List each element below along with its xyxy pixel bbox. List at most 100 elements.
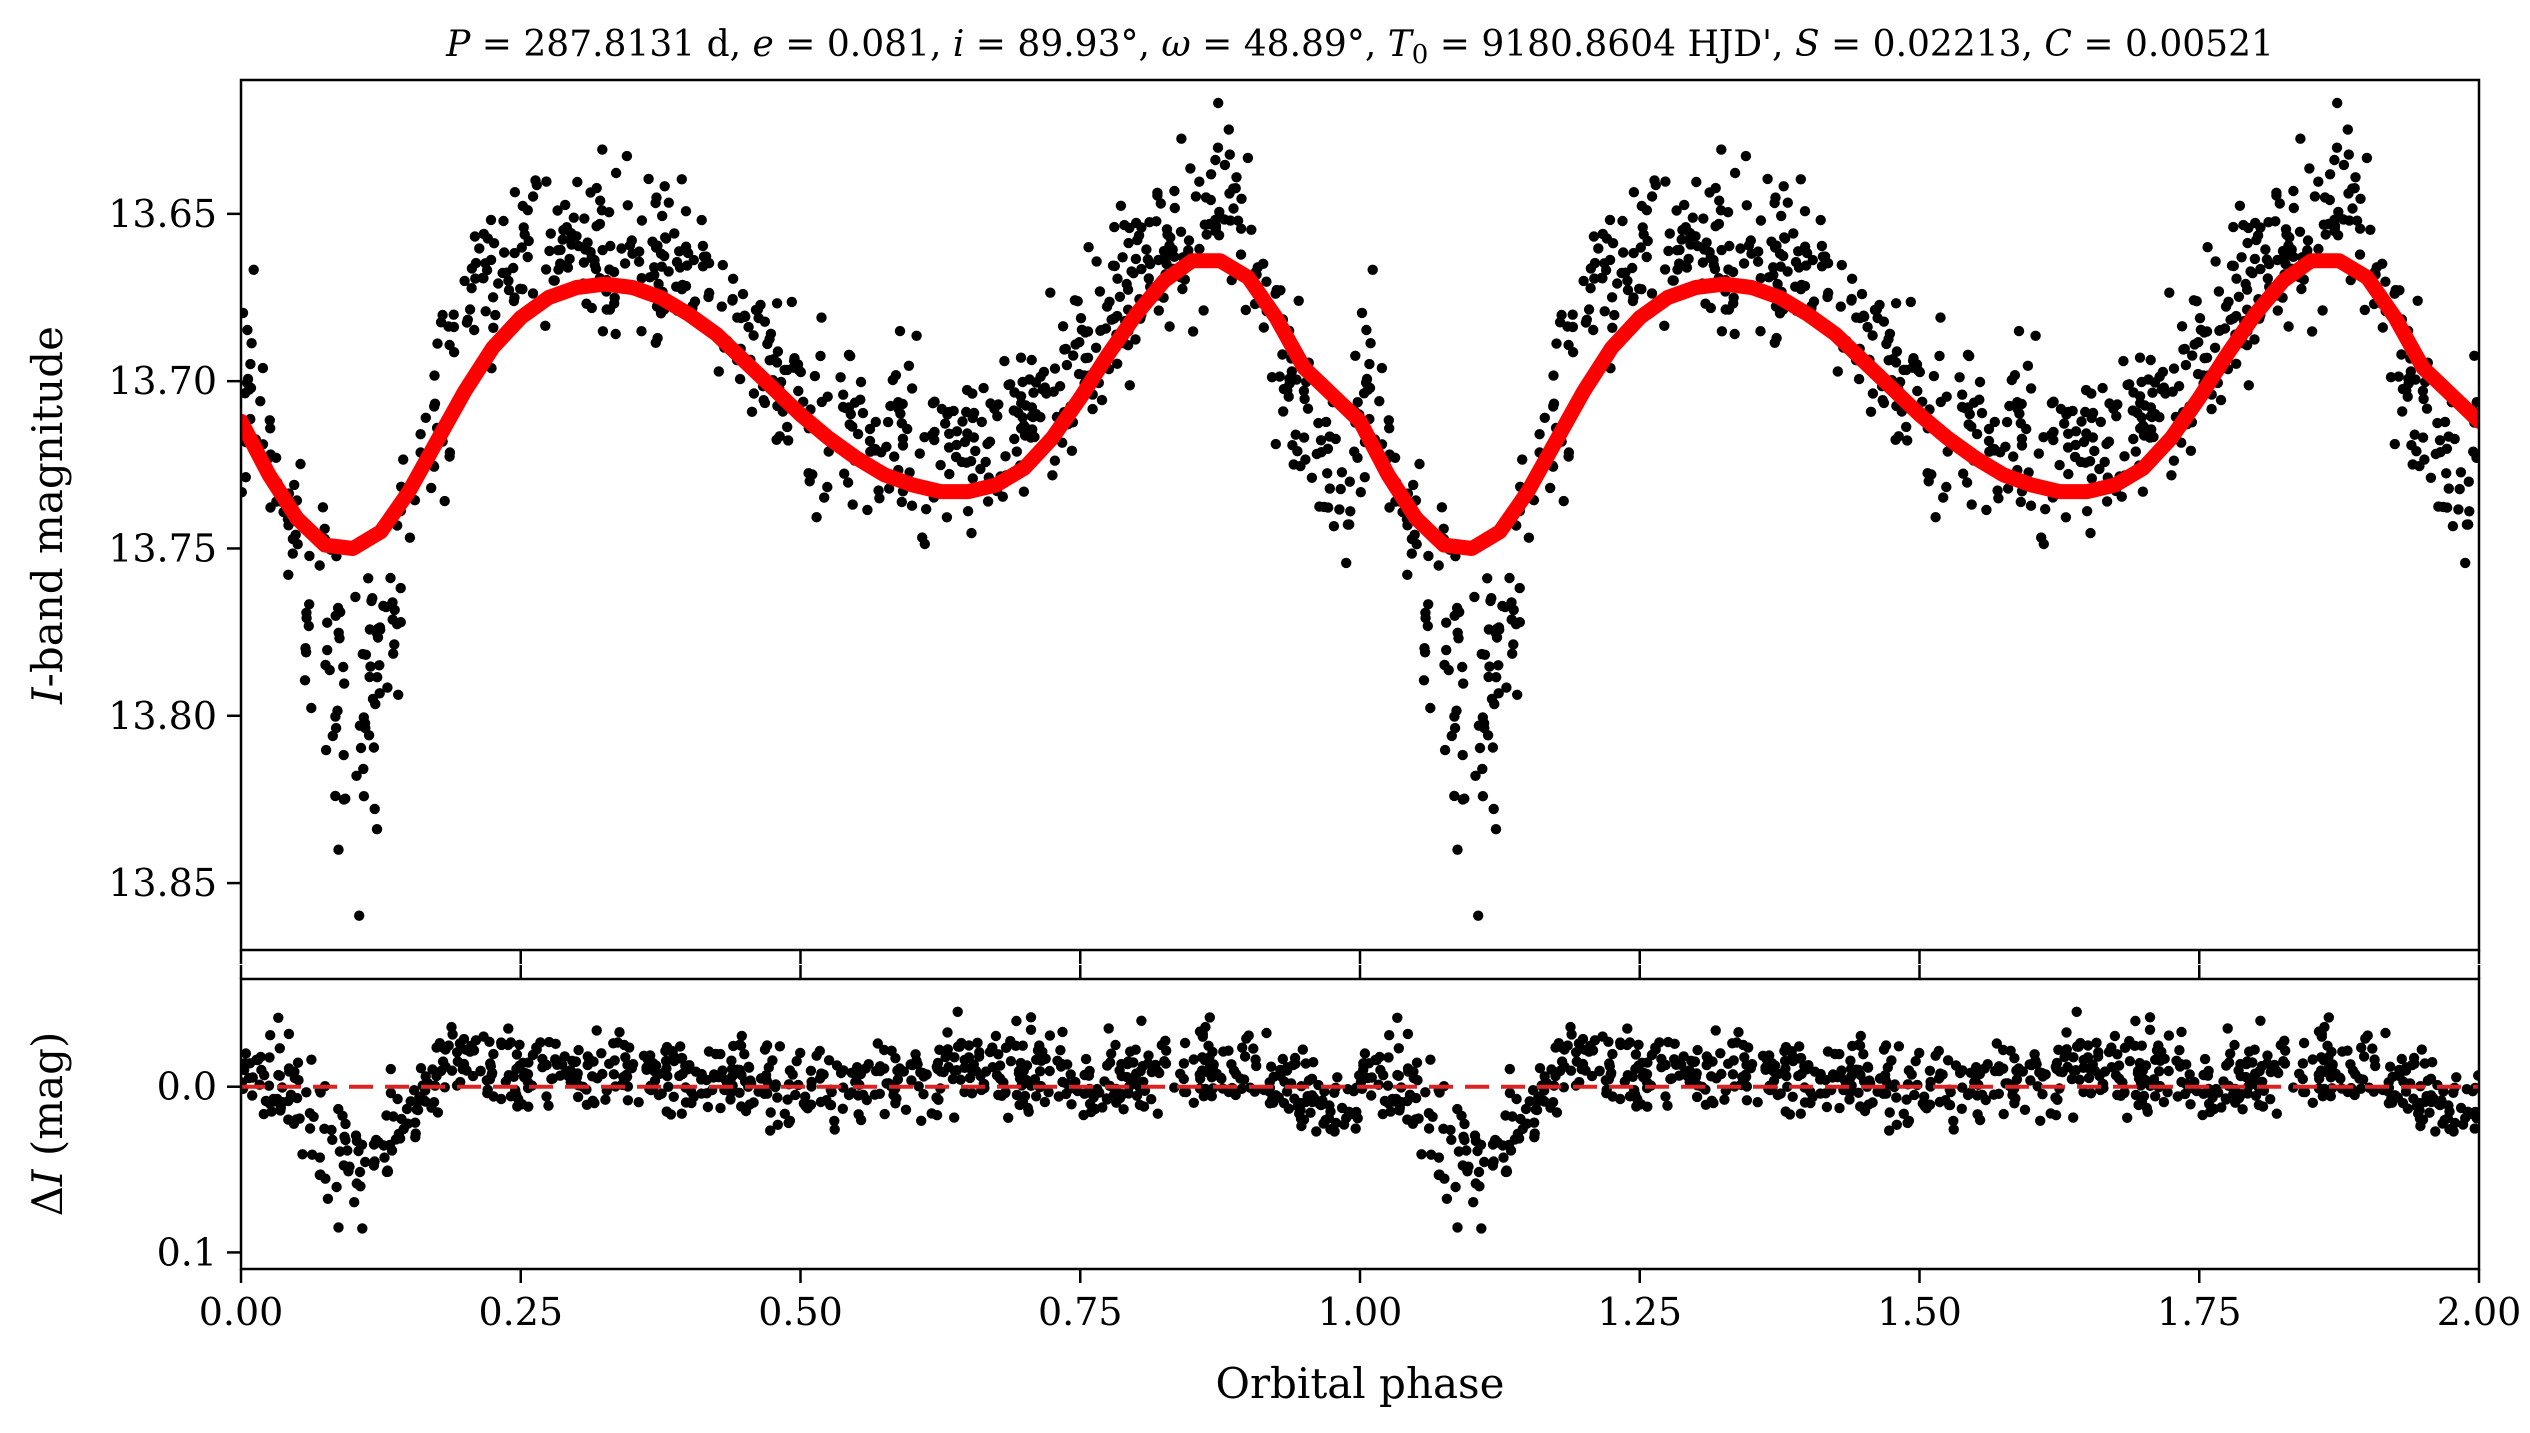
residual-data-point — [1341, 1112, 1352, 1124]
top-data-point — [330, 711, 341, 722]
residual-data-point — [1558, 1082, 1570, 1093]
top-data-point — [1026, 354, 1037, 366]
residual-data-point — [273, 1012, 284, 1023]
top-data-point — [663, 197, 674, 208]
top-data-point — [786, 296, 797, 308]
residual-data-point — [1889, 1081, 1900, 1093]
top-data-point — [782, 421, 793, 433]
residual-data-point — [2298, 1037, 2310, 1049]
residual-data-point — [369, 1156, 380, 1167]
bottom-y-tick-label: 0.0 — [157, 1065, 217, 1109]
top-data-point — [792, 359, 804, 370]
residual-data-point — [2132, 1065, 2144, 1077]
top-data-point — [385, 572, 396, 584]
top-data-point — [2030, 330, 2041, 341]
residual-data-point — [2059, 1051, 2070, 1063]
top-data-point — [1823, 287, 1834, 299]
residual-data-point — [511, 1049, 523, 1060]
residual-data-point — [641, 1064, 652, 1076]
residual-data-point — [1031, 1054, 1042, 1066]
residual-data-point — [1501, 1165, 1512, 1176]
top-data-point — [1219, 159, 1231, 171]
top-data-point — [2333, 206, 2344, 218]
top-data-point — [541, 176, 552, 187]
residual-data-point — [1678, 1068, 1690, 1079]
top-data-point — [2223, 296, 2234, 307]
residual-data-point — [2461, 1084, 2472, 1095]
residual-data-point — [1188, 1097, 1200, 1109]
top-data-point — [2240, 278, 2251, 290]
top-data-point — [1028, 387, 1039, 398]
top-data-point — [2048, 434, 2059, 446]
residual-data-point — [1392, 1012, 1403, 1023]
top-data-point — [1072, 296, 1083, 307]
top-data-point — [2062, 442, 2074, 453]
top-data-point — [1258, 322, 1270, 333]
top-data-point — [2412, 295, 2423, 306]
top-data-point — [597, 326, 609, 337]
residual-data-point — [980, 1066, 992, 1077]
top-data-point — [1057, 321, 1069, 332]
residual-data-point — [1311, 1126, 1322, 1137]
top-data-point — [330, 790, 341, 802]
residual-data-point — [2040, 1069, 2051, 1080]
top-data-point — [2168, 455, 2180, 466]
top-data-point — [246, 338, 257, 349]
top-data-point — [365, 661, 376, 672]
residual-data-point — [1670, 1059, 1682, 1071]
top-data-point — [1729, 328, 1740, 340]
residual-data-point — [739, 1076, 751, 1087]
top-y-tick-label: 13.85 — [108, 861, 217, 905]
residual-data-point — [1799, 1097, 1811, 1108]
residual-data-point — [2419, 1058, 2430, 1069]
residual-data-point — [2460, 1112, 2471, 1124]
top-data-point — [1402, 569, 1413, 580]
top-data-point — [448, 309, 459, 320]
residual-data-point — [947, 1073, 959, 1085]
top-data-point — [1136, 263, 1147, 275]
residual-data-point — [543, 1100, 554, 1111]
top-data-point — [1487, 742, 1499, 753]
top-data-point — [2271, 187, 2282, 198]
residual-data-point — [984, 1046, 996, 1058]
top-data-point — [1194, 243, 1205, 255]
top-data-point — [659, 181, 670, 192]
residual-data-point — [382, 1165, 393, 1176]
residual-data-point — [702, 1101, 714, 1113]
top-data-point — [2236, 252, 2247, 263]
residual-data-point — [1039, 1096, 1051, 1108]
residual-data-point — [2199, 1053, 2211, 1065]
residual-data-point — [972, 1037, 983, 1049]
residual-data-point — [1377, 1108, 1389, 1120]
top-data-point — [1414, 458, 1425, 470]
top-data-point — [783, 435, 794, 446]
residual-data-point — [2068, 1065, 2079, 1077]
residual-data-point — [1686, 1055, 1697, 1067]
top-data-point — [2272, 305, 2283, 316]
residual-data-point — [1505, 1145, 1517, 1156]
top-data-point — [921, 504, 932, 515]
top-data-point — [764, 334, 775, 345]
top-data-point — [1235, 223, 1247, 234]
residual-data-point — [2225, 1048, 2236, 1059]
residual-data-point — [2086, 1064, 2098, 1075]
top-data-point — [2178, 344, 2189, 355]
top-data-point — [657, 210, 668, 222]
residual-data-point — [1143, 1058, 1154, 1069]
residual-data-point — [2298, 1086, 2309, 1098]
residual-data-point — [1043, 1087, 1054, 1098]
x-tick-label: 1.00 — [1318, 1290, 1403, 1334]
residual-data-point — [1408, 1066, 1419, 1078]
top-data-point — [697, 240, 709, 252]
top-data-point — [2012, 397, 2023, 408]
top-data-point — [1578, 275, 1589, 287]
residual-data-point — [293, 1075, 304, 1086]
top-data-point — [1488, 803, 1499, 815]
top-data-point — [1588, 324, 1599, 336]
top-data-point — [1966, 499, 1977, 510]
top-data-point — [2164, 287, 2175, 298]
top-data-point — [1334, 504, 1345, 515]
top-data-point — [748, 388, 760, 399]
top-data-point — [1799, 206, 1811, 217]
residual-data-point — [1411, 1057, 1423, 1068]
